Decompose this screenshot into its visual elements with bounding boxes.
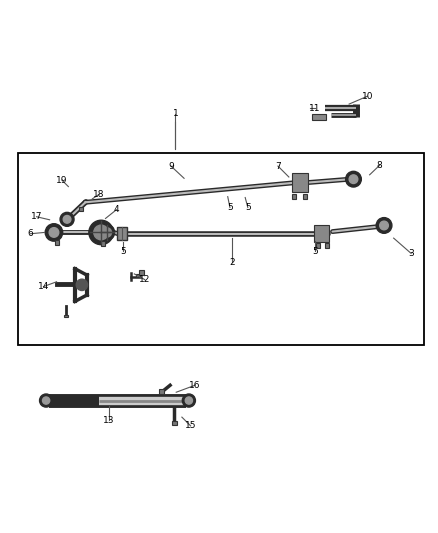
Bar — [101, 241, 105, 246]
Circle shape — [42, 397, 49, 404]
Bar — [18, 153, 424, 345]
Bar — [117, 227, 127, 240]
Text: 6: 6 — [28, 229, 33, 238]
Bar — [292, 193, 296, 199]
Bar — [316, 243, 320, 248]
Circle shape — [376, 217, 392, 233]
Text: 5: 5 — [245, 203, 251, 212]
Text: 11: 11 — [309, 104, 321, 113]
Circle shape — [49, 228, 59, 237]
Circle shape — [39, 394, 53, 407]
Circle shape — [60, 212, 74, 227]
Text: 19: 19 — [56, 175, 67, 184]
Circle shape — [380, 221, 389, 230]
Text: 14: 14 — [38, 282, 49, 291]
Circle shape — [185, 397, 192, 404]
Text: 8: 8 — [377, 161, 382, 169]
Text: 3: 3 — [408, 249, 414, 258]
Circle shape — [76, 279, 88, 290]
Bar — [64, 314, 68, 317]
Circle shape — [63, 215, 71, 223]
Text: 18: 18 — [93, 190, 105, 199]
Bar — [159, 389, 163, 393]
Bar — [312, 114, 325, 120]
Text: 4: 4 — [113, 205, 119, 214]
Bar — [55, 240, 59, 245]
Circle shape — [89, 220, 113, 245]
Circle shape — [99, 224, 115, 240]
Text: 10: 10 — [362, 92, 373, 101]
Bar — [325, 243, 329, 248]
Circle shape — [346, 171, 361, 187]
Bar — [136, 274, 140, 277]
Text: 17: 17 — [31, 212, 42, 221]
Circle shape — [45, 224, 63, 241]
Bar — [292, 173, 307, 192]
Circle shape — [349, 175, 358, 183]
Circle shape — [94, 225, 109, 240]
Bar — [304, 193, 307, 199]
Text: 5: 5 — [312, 247, 318, 256]
Text: 13: 13 — [103, 416, 115, 425]
Text: 5: 5 — [120, 247, 126, 256]
Bar — [139, 270, 144, 274]
Text: 1: 1 — [173, 109, 178, 118]
Circle shape — [182, 394, 195, 407]
Text: 12: 12 — [139, 275, 151, 284]
Text: 5: 5 — [227, 203, 233, 212]
Circle shape — [102, 228, 112, 237]
Text: 16: 16 — [189, 381, 201, 390]
Bar — [172, 421, 177, 425]
Bar — [79, 207, 82, 211]
Text: 7: 7 — [275, 161, 281, 171]
Text: 9: 9 — [168, 161, 174, 171]
Text: 15: 15 — [185, 422, 196, 430]
Bar — [314, 225, 329, 243]
Text: 2: 2 — [229, 257, 235, 266]
